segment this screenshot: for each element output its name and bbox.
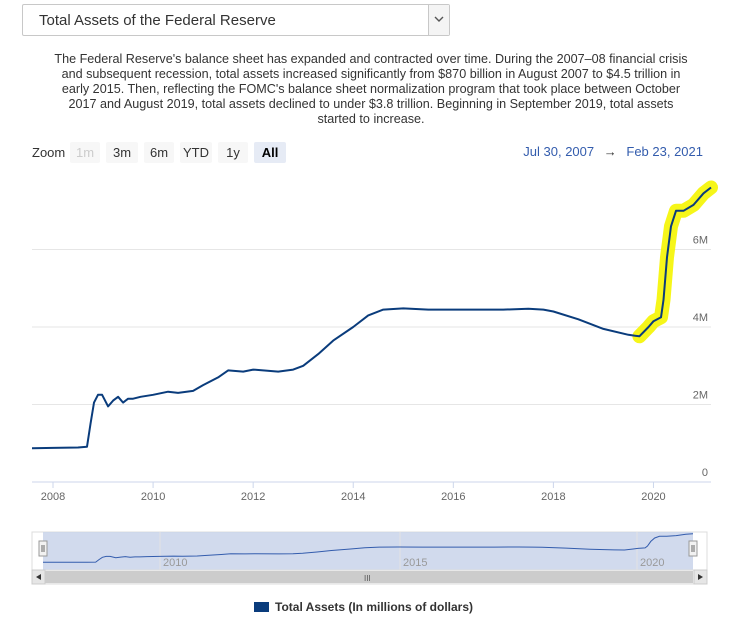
navigator-series-line [43, 533, 694, 563]
y-tick-label: 6M [693, 235, 708, 247]
chart-description: The Federal Reserve's balance sheet has … [54, 52, 688, 126]
x-tick-label: 2012 [241, 491, 265, 503]
date-range: Jul 30, 2007 → Feb 23, 2021 [523, 144, 703, 159]
scrollbar-thumb[interactable] [45, 571, 693, 583]
navigator-label: 2010 [163, 557, 187, 569]
chart-gridlines [32, 249, 711, 483]
zoom-3m-button[interactable]: 3m [106, 142, 138, 163]
date-range-arrow: → [603, 144, 617, 159]
x-tick-label: 2014 [341, 491, 365, 503]
y-tick-label: 2M [693, 390, 708, 402]
scroll-right-arrow-icon [698, 574, 703, 580]
zoom-label: Zoom [32, 145, 66, 160]
x-tick-label: 2020 [641, 491, 665, 503]
series-selector[interactable]: Total Assets of the Federal Reserve [22, 4, 450, 36]
zoom-all-button[interactable]: All [254, 142, 286, 163]
series-selector-value: Total Assets of the Federal Reserve [39, 12, 276, 29]
x-tick-label: 2018 [541, 491, 565, 503]
y-tick-label: 0 [702, 467, 708, 479]
navigator-selected-range[interactable] [43, 532, 693, 570]
y-tick-label: 4M [693, 312, 708, 324]
legend-label: Total Assets (In millions of dollars) [275, 600, 474, 614]
zoom-toolbar: Zoom 1m 3m 6m YTD 1y All [0, 142, 739, 164]
chart-legend[interactable]: Total Assets (In millions of dollars) [254, 600, 473, 614]
scroll-left-arrow-icon [36, 574, 41, 580]
navigator-label: 2020 [640, 557, 664, 569]
x-tick-label: 2008 [41, 491, 65, 503]
navigator-left-handle[interactable] [38, 540, 48, 557]
date-range-to[interactable]: Feb 23, 2021 [626, 144, 703, 159]
zoom-1m-button[interactable]: 1m [70, 142, 100, 163]
scrollbar-grip-icon: III [364, 574, 371, 583]
navigator[interactable]: 2010 2015 2020 [31, 531, 708, 571]
legend-swatch [254, 602, 269, 612]
scrollbar[interactable]: III [31, 569, 708, 585]
series-layer [31, 186, 712, 450]
x-tick-label: 2016 [441, 491, 465, 503]
chart-area: 0 2M 4M 6M 2008 2010 2012 2014 2016 2018 2020 2010… [31, 180, 718, 585]
zoom-6m-button[interactable]: 6m [144, 142, 174, 163]
axis-layer: 0 2M 4M 6M 2008 2010 2012 2014 2016 2018 2020 [32, 235, 711, 503]
date-range-from[interactable]: Jul 30, 2007 [523, 144, 595, 159]
navigator-right-handle[interactable] [688, 540, 698, 557]
chevron-down-icon [434, 16, 444, 22]
series-line[interactable] [31, 186, 712, 450]
zoom-1y-button[interactable]: 1y [218, 142, 248, 163]
x-tick-label: 2010 [141, 491, 165, 503]
navigator-label: 2015 [403, 557, 427, 569]
dropdown-toggle[interactable] [428, 5, 449, 35]
zoom-ytd-button[interactable]: YTD [180, 142, 212, 163]
